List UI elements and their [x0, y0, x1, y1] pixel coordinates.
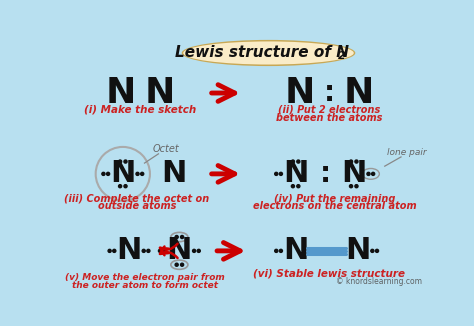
Text: (vi) Stable lewis structure: (vi) Stable lewis structure [253, 269, 405, 279]
Text: N: N [110, 159, 136, 188]
Circle shape [279, 172, 283, 175]
Text: N: N [116, 236, 142, 265]
Circle shape [124, 160, 127, 163]
Text: electrons on the central atom: electrons on the central atom [253, 201, 416, 211]
Circle shape [181, 235, 183, 239]
Circle shape [118, 160, 122, 163]
Text: the outer atom to form octet: the outer atom to form octet [72, 281, 218, 290]
Text: (ii) Put 2 electrons: (ii) Put 2 electrons [278, 105, 380, 115]
Circle shape [292, 185, 294, 188]
Circle shape [367, 172, 370, 175]
Text: N: N [341, 159, 366, 188]
Circle shape [113, 249, 116, 252]
Text: (v) Move the electron pair from: (v) Move the electron pair from [64, 273, 224, 282]
Circle shape [355, 185, 358, 188]
Circle shape [297, 160, 300, 163]
Text: lone pair: lone pair [387, 148, 426, 157]
Circle shape [142, 249, 145, 252]
Text: N: N [343, 76, 374, 110]
Circle shape [197, 249, 201, 252]
Text: N: N [145, 76, 175, 110]
Circle shape [141, 172, 144, 175]
Circle shape [275, 172, 278, 175]
Text: N: N [283, 236, 308, 265]
Circle shape [372, 172, 374, 175]
Circle shape [375, 249, 379, 252]
Circle shape [297, 185, 300, 188]
Text: N: N [345, 236, 370, 265]
Circle shape [102, 172, 105, 175]
Circle shape [349, 160, 353, 163]
Text: (iii) Complete the octet on: (iii) Complete the octet on [64, 194, 210, 203]
Circle shape [279, 249, 283, 252]
Circle shape [124, 185, 127, 188]
Circle shape [158, 249, 162, 252]
Circle shape [192, 249, 196, 252]
Text: :: : [323, 79, 335, 107]
Circle shape [147, 249, 150, 252]
Text: (i) Make the sketch: (i) Make the sketch [84, 105, 197, 115]
Circle shape [175, 235, 178, 239]
Circle shape [349, 185, 353, 188]
Circle shape [118, 185, 122, 188]
Text: N: N [167, 236, 192, 265]
Text: N: N [106, 76, 137, 110]
Text: outside atoms: outside atoms [98, 201, 176, 211]
Text: N: N [161, 159, 187, 188]
Text: © knordslearning.com: © knordslearning.com [336, 276, 422, 286]
Circle shape [107, 172, 109, 175]
Text: Lewis structure of N: Lewis structure of N [175, 46, 349, 61]
Circle shape [108, 249, 111, 252]
Text: N: N [283, 159, 308, 188]
Circle shape [181, 263, 183, 266]
Circle shape [292, 160, 294, 163]
Circle shape [136, 172, 139, 175]
Text: Octet: Octet [153, 144, 180, 154]
Text: N: N [284, 76, 315, 110]
Text: :: : [319, 160, 331, 188]
Circle shape [175, 263, 178, 266]
Ellipse shape [182, 40, 356, 66]
Text: between the atoms: between the atoms [276, 113, 382, 123]
Circle shape [275, 249, 278, 252]
Ellipse shape [183, 41, 354, 65]
Circle shape [163, 249, 166, 252]
Circle shape [355, 160, 358, 163]
Text: (iv) Put the remaining: (iv) Put the remaining [273, 194, 395, 203]
Text: 2: 2 [338, 51, 346, 61]
Circle shape [371, 249, 374, 252]
